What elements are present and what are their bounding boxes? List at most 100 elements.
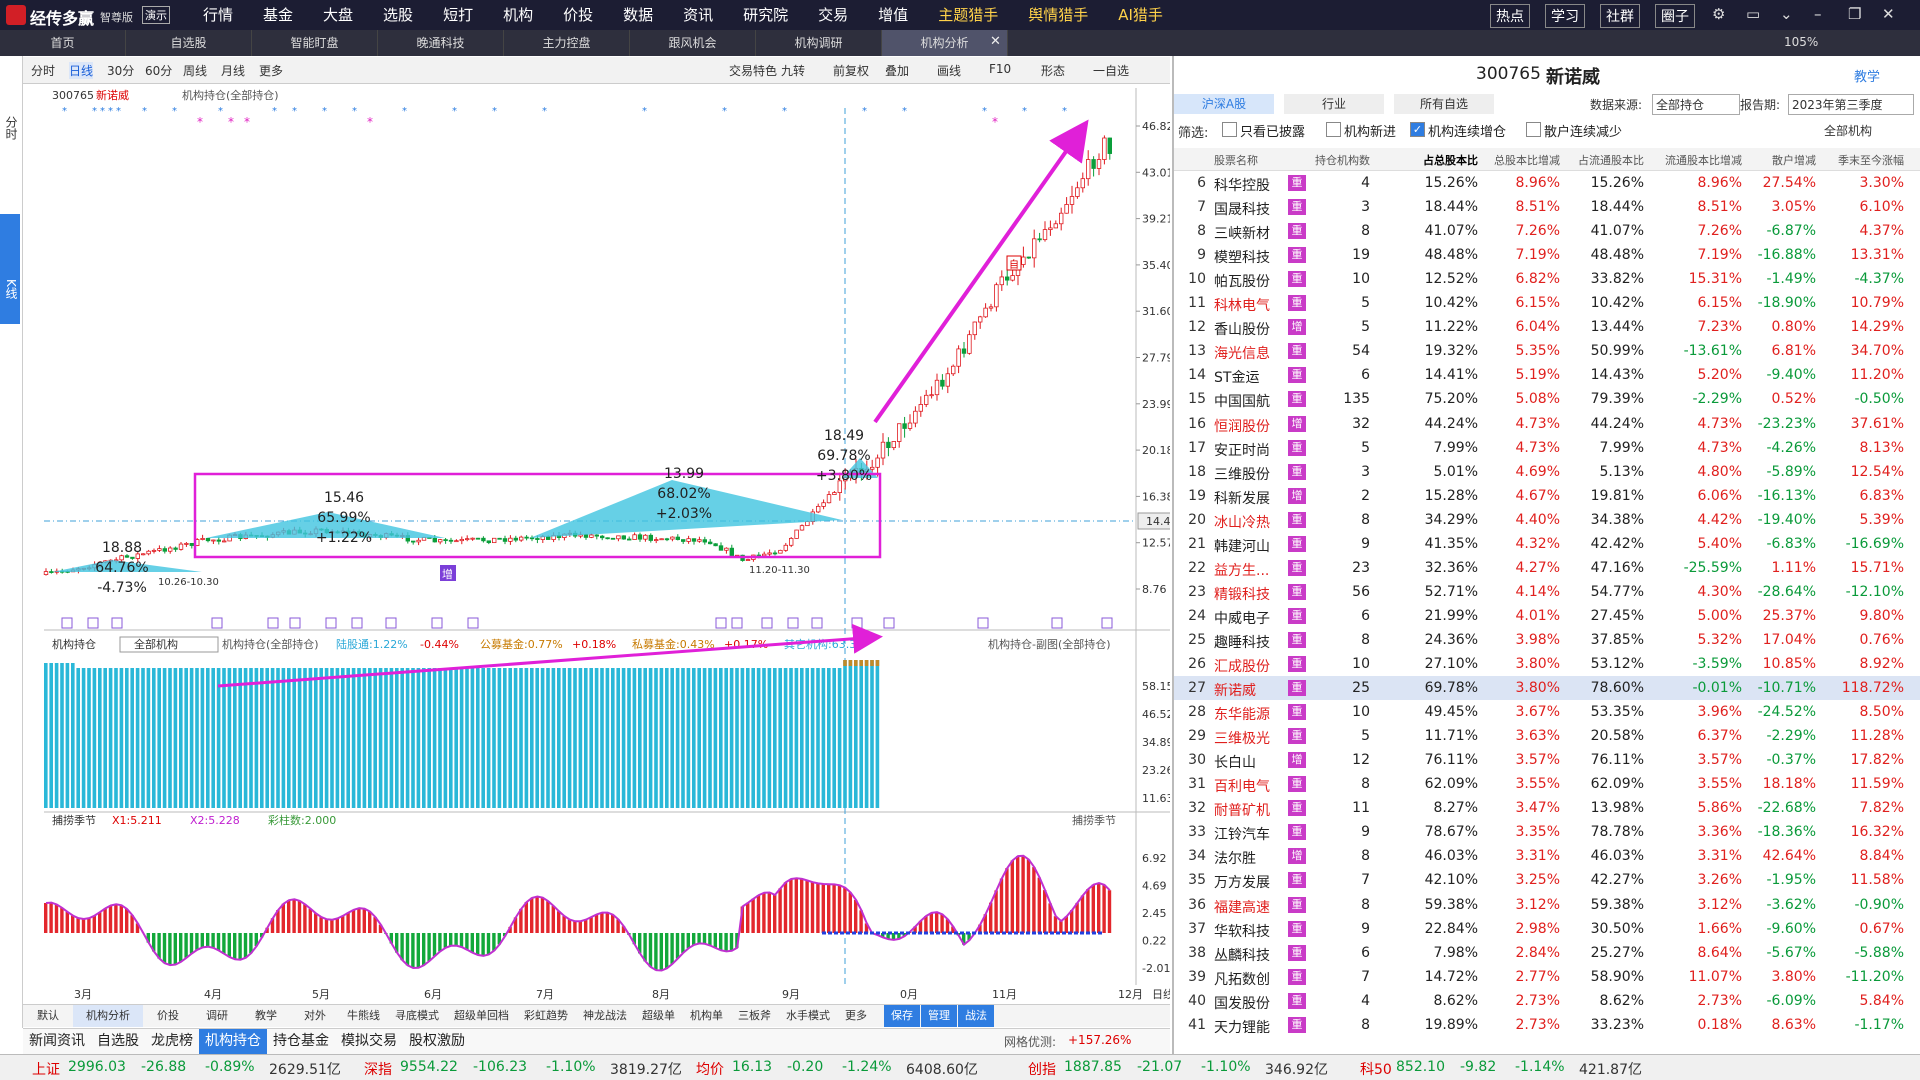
stock-name[interactable]: 精锻科技 — [1214, 586, 1270, 603]
tool-button[interactable]: F10 — [989, 62, 1012, 76]
tool-item[interactable]: 三板斧 — [738, 1009, 771, 1022]
stock-name[interactable]: 韩建河山 — [1214, 538, 1270, 555]
tab[interactable]: 自选股 — [126, 30, 252, 56]
table-row[interactable]: 9 模塑科技 重 19 48.48% 7.19% 48.48% 7.19% -16.88% 13.… — [1174, 243, 1920, 268]
table-row[interactable]: 28 东华能源 重 10 49.45% 3.67% 53.35% 3.96% -24.52% 8.… — [1174, 700, 1920, 725]
bottom-tab[interactable]: 股权激励 — [409, 1033, 465, 1049]
window-control[interactable]: ✕ — [1882, 5, 1895, 23]
table-row[interactable]: 13 海光信息 重 54 19.32% 5.35% 50.99% -13.61% 6.81% 34… — [1174, 339, 1920, 364]
stock-name[interactable]: 安正时尚 — [1214, 442, 1270, 459]
table-row[interactable]: 19 科新发展 增 2 15.28% 4.67% 19.81% 6.06% -16.13% 6.8… — [1174, 483, 1920, 508]
stock-name[interactable]: 三峡新材 — [1214, 226, 1270, 243]
tool-item[interactable]: 保存 — [884, 1005, 920, 1027]
table-row[interactable]: 41 天力锂能 重 8 19.89% 2.73% 33.23% 0.18% 8.63% -1.17… — [1174, 1012, 1920, 1037]
checkbox[interactable] — [1326, 122, 1341, 137]
menu-item[interactable]: 大盘 — [323, 6, 354, 24]
tool-button[interactable]: 一自选 — [1093, 64, 1130, 78]
checkbox[interactable]: ✓ — [1410, 122, 1425, 137]
table-row[interactable]: 33 江铃汽车 重 9 78.67% 3.35% 78.78% 3.36% -18.36% 16.… — [1174, 820, 1920, 845]
stock-name[interactable]: 华软科技 — [1214, 923, 1270, 940]
scope-select[interactable]: 全部机构 — [1824, 124, 1873, 138]
tool-item[interactable]: 超级单回档 — [454, 1009, 509, 1022]
stock-name[interactable]: 万方发展 — [1214, 875, 1270, 892]
panel-help[interactable]: 教学 — [1854, 70, 1881, 85]
table-row[interactable]: 12 香山股份 增 5 11.22% 6.04% 13.44% 7.23% 0.80% 14.29… — [1174, 315, 1920, 340]
tool-button[interactable]: 画线 — [937, 64, 962, 78]
tool-item[interactable]: 对外 — [304, 1009, 326, 1022]
checkbox[interactable] — [1526, 122, 1541, 137]
table-row[interactable]: 35 万方发展 重 7 42.10% 3.25% 42.27% 3.26% -1.95% 11.5… — [1174, 868, 1920, 893]
table-row[interactable]: 27 新诺威 重 25 69.78% 3.80% 78.60% -0.01% -10.71% 11… — [1174, 676, 1920, 701]
menu-item[interactable]: 基金 — [263, 6, 294, 24]
top-button[interactable]: 热点 — [1490, 4, 1530, 28]
column-header[interactable]: 流通股本比增减 — [1665, 154, 1742, 167]
top-button[interactable]: 社群 — [1600, 4, 1640, 28]
tool-button[interactable]: 九转 — [781, 64, 806, 78]
menu-item[interactable]: 行情 — [203, 6, 234, 24]
table-row[interactable]: 17 安正时尚 重 5 7.99% 4.73% 7.99% 4.73% -4.26% 8.13% — [1174, 435, 1920, 460]
stock-name[interactable]: 海光信息 — [1214, 346, 1270, 363]
tool-item[interactable]: 寻底模式 — [395, 1009, 439, 1022]
stock-name[interactable]: 模塑科技 — [1214, 250, 1270, 267]
menu-item[interactable]: 短打 — [443, 6, 474, 24]
period-button[interactable]: 日线 — [69, 62, 94, 79]
bottom-tab[interactable]: 新闻资讯 — [29, 1033, 85, 1049]
filter-select[interactable]: 所有自选 — [1394, 94, 1494, 114]
stock-name[interactable]: 三维股份 — [1214, 466, 1270, 483]
table-row[interactable]: 30 长白山 增 12 76.11% 3.57% 76.11% 3.57% -0.37% 17.8… — [1174, 748, 1920, 773]
stock-name[interactable]: 长白山 — [1214, 755, 1256, 772]
menu-item[interactable]: 资讯 — [683, 6, 714, 24]
stock-name[interactable]: 国晟科技 — [1214, 202, 1270, 219]
window-control[interactable]: ❐ — [1848, 5, 1862, 23]
stock-name[interactable]: ST金运 — [1214, 370, 1260, 387]
menu-item[interactable]: 交易 — [818, 6, 849, 24]
table-row[interactable]: 26 汇成股份 重 10 27.10% 3.80% 53.12% -3.59% 10.85% 8.… — [1174, 652, 1920, 677]
tool-item[interactable]: 机构单 — [690, 1009, 723, 1022]
stock-name[interactable]: 丛麟科技 — [1214, 947, 1270, 964]
table-row[interactable]: 39 凡拓数创 重 7 14.72% 2.77% 58.90% 11.07% 3.80% -11.… — [1174, 964, 1920, 989]
stock-name[interactable]: 百利电气 — [1214, 779, 1270, 796]
bottom-tab[interactable]: 自选股 — [97, 1033, 139, 1049]
source-select[interactable]: 全部持仓 — [1652, 94, 1740, 115]
stock-name[interactable]: 耐普矿机 — [1214, 803, 1270, 820]
tool-button[interactable]: 形态 — [1041, 64, 1066, 78]
stock-name[interactable]: 法尔胜 — [1214, 851, 1256, 868]
column-header[interactable]: 总股本比增减 — [1494, 154, 1560, 167]
table-row[interactable]: 11 科林电气 重 5 10.42% 6.15% 10.42% 6.15% -18.90% 10.… — [1174, 291, 1920, 316]
menu-item[interactable]: 研究院 — [743, 6, 789, 24]
period-button[interactable]: 周线 — [183, 64, 208, 78]
table-row[interactable]: 38 丛麟科技 重 6 7.98% 2.84% 25.27% 8.64% -5.67% -5.88… — [1174, 940, 1920, 965]
tool-item[interactable]: 价投 — [157, 1009, 179, 1022]
bottom-tab[interactable]: 龙虎榜 — [151, 1033, 193, 1049]
stock-name[interactable]: 帕瓦股份 — [1214, 274, 1270, 291]
table-row[interactable]: 15 中国国航 重 135 75.20% 5.08% 79.39% -2.29% 0.52% -0… — [1174, 387, 1920, 412]
tool-item[interactable]: 管理 — [921, 1005, 957, 1027]
stock-name[interactable]: 冰山冷热 — [1214, 514, 1270, 531]
column-header[interactable]: 占总股本比 — [1423, 154, 1478, 167]
menu-item[interactable]: 舆情猎手 — [1028, 6, 1089, 24]
stock-name[interactable]: 中国国航 — [1214, 394, 1270, 411]
top-button[interactable]: 圈子 — [1655, 4, 1695, 28]
period-button[interactable]: 月线 — [221, 64, 246, 78]
menu-item[interactable]: 机构 — [503, 6, 534, 24]
stock-name[interactable]: 科华控股 — [1214, 178, 1270, 194]
table-row[interactable]: 14 ST金运 重 6 14.41% 5.19% 14.43% 5.20% -9.40% 11.2… — [1174, 363, 1920, 388]
bottom-tab[interactable]: 持仓基金 — [273, 1033, 329, 1049]
stock-name[interactable]: 中威电子 — [1214, 610, 1270, 627]
tool-item[interactable]: 机构分析 — [73, 1005, 143, 1027]
table-row[interactable]: 16 恒润股份 增 32 44.24% 4.73% 44.24% 4.73% -23.23% 37… — [1174, 411, 1920, 436]
top-button[interactable]: 学习 — [1545, 4, 1585, 28]
stock-name[interactable]: 科林电气 — [1214, 298, 1270, 315]
tool-item[interactable]: 调研 — [206, 1009, 228, 1022]
stock-name[interactable]: 汇成股份 — [1214, 659, 1270, 675]
table-row[interactable]: 7 国晟科技 重 3 18.44% 8.51% 18.44% 8.51% 3.05% 6.10% — [1174, 195, 1920, 220]
menu-item[interactable]: AI猎手 — [1118, 6, 1163, 24]
tab[interactable]: 机构调研 — [756, 30, 882, 56]
table-row[interactable]: 25 趣睡科技 重 8 24.36% 3.98% 37.85% 5.32% 17.04% 0.76… — [1174, 627, 1920, 652]
menu-item[interactable]: 增值 — [878, 6, 909, 24]
window-control[interactable]: ⌄ — [1780, 5, 1793, 23]
table-row[interactable]: 21 韩建河山 重 9 41.35% 4.32% 42.42% 5.40% -6.83% -16.… — [1174, 531, 1920, 556]
menu-item[interactable]: 价投 — [563, 6, 594, 24]
tool-item[interactable]: 超级单 — [642, 1009, 675, 1022]
stock-name[interactable]: 天力锂能 — [1214, 1019, 1270, 1036]
